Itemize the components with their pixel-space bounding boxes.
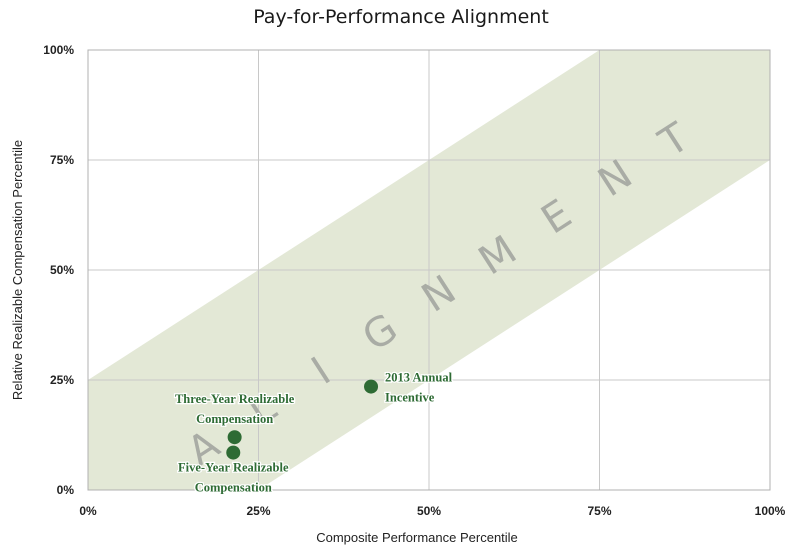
data-label: Compensation xyxy=(195,481,272,495)
y-axis-title: Relative Realizable Compensation Percent… xyxy=(10,140,25,400)
data-label: Five-Year Realizable xyxy=(178,461,289,475)
x-axis-ticks: 0% 25% 50% 75% 100% xyxy=(79,504,785,518)
data-point xyxy=(226,445,241,460)
data-label: 2013 Annual xyxy=(385,371,453,385)
data-label: Compensation xyxy=(196,412,273,426)
x-tick-label: 0% xyxy=(79,504,97,518)
data-label: Incentive xyxy=(385,391,435,405)
plot-frame xyxy=(87,49,771,491)
data-points xyxy=(226,379,379,460)
x-axis-title: Composite Performance Percentile xyxy=(316,530,518,545)
y-tick-label: 25% xyxy=(50,373,74,387)
data-point xyxy=(227,430,242,445)
x-tick-label: 75% xyxy=(587,504,611,518)
x-tick-label: 50% xyxy=(417,504,441,518)
y-tick-label: 75% xyxy=(50,153,74,167)
data-label: Three-Year Realizable xyxy=(175,392,295,406)
x-tick-label: 25% xyxy=(246,504,270,518)
data-point xyxy=(364,379,379,394)
y-tick-label: 100% xyxy=(43,43,74,57)
y-axis-ticks: 0% 25% 50% 75% 100% xyxy=(43,43,74,497)
chart-title: Pay-for-Performance Alignment xyxy=(253,6,549,28)
point-labels: 2013 Annual Incentive Three-Year Realizabl… xyxy=(174,369,454,496)
x-tick-label: 100% xyxy=(755,504,786,518)
y-tick-label: 50% xyxy=(50,263,74,277)
y-tick-label: 0% xyxy=(57,483,75,497)
